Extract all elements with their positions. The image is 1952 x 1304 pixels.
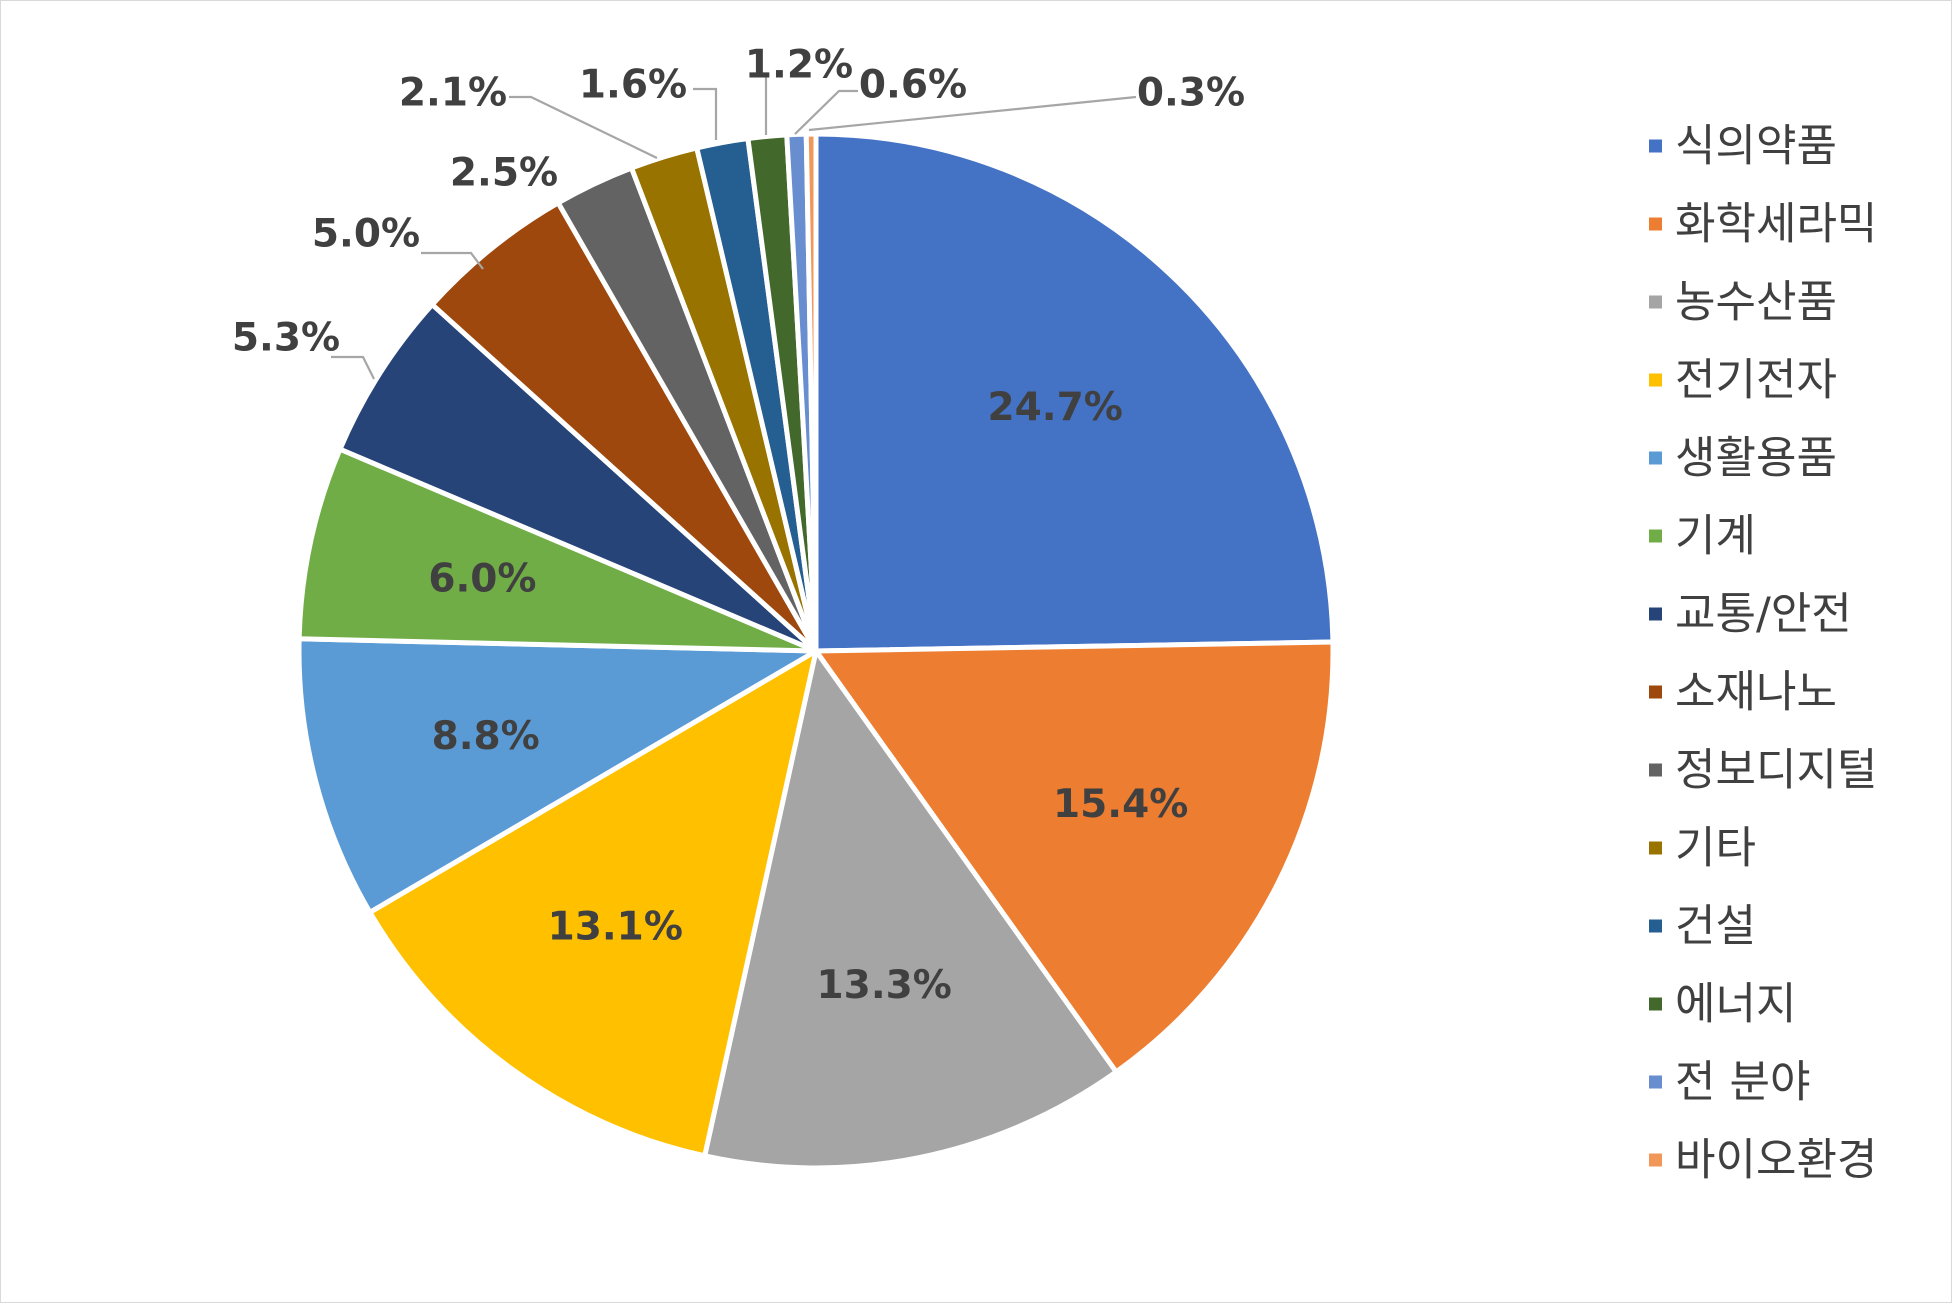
- legend-item: 정보디지털: [1649, 745, 1877, 796]
- legend-item: 기타: [1649, 823, 1756, 874]
- data-label: 15.4%: [1053, 782, 1188, 827]
- leader-line: [808, 95, 1137, 132]
- pie-slices: [296, 131, 1336, 1171]
- leader-line: [794, 89, 858, 135]
- data-label: 1.2%: [745, 43, 853, 88]
- legend-label: 생활용품: [1675, 433, 1837, 484]
- leader-line: [421, 251, 484, 270]
- legend-label: 농수산품: [1675, 277, 1837, 328]
- data-label: 5.0%: [312, 212, 420, 257]
- legend-label: 에너지: [1675, 979, 1796, 1030]
- legend-item: 소재나노: [1649, 667, 1837, 718]
- data-label: 13.1%: [548, 904, 683, 949]
- legend-swatch: [1649, 763, 1662, 777]
- legend-label: 기계: [1675, 511, 1756, 562]
- legend-item: 전기전자: [1649, 355, 1837, 406]
- legend-swatch: [1649, 919, 1662, 933]
- data-label: 5.3%: [232, 316, 340, 361]
- leader-lines: [331, 73, 1137, 380]
- legend-label: 정보디지털: [1675, 745, 1877, 796]
- legend-swatch: [1649, 685, 1662, 699]
- pie-slice: [296, 446, 819, 654]
- legend-label: 화학세라믹: [1675, 199, 1877, 250]
- data-label: 1.6%: [579, 63, 687, 108]
- pie-slice: [813, 131, 1336, 654]
- pie-slice: [296, 636, 819, 915]
- data-label: 13.3%: [817, 963, 952, 1008]
- pie-slice: [337, 302, 819, 654]
- leader-line: [693, 87, 718, 140]
- legend-swatch: [1649, 841, 1662, 855]
- pie-slice: [367, 648, 819, 1159]
- data-label: 24.7%: [988, 385, 1123, 430]
- legend-swatch: [1649, 217, 1662, 231]
- legend-swatch: [1649, 1075, 1662, 1089]
- legend-label: 전 분야: [1675, 1057, 1810, 1108]
- data-label: 0.6%: [859, 63, 967, 108]
- legend-swatch: [1649, 139, 1662, 153]
- legend-swatch: [1649, 451, 1662, 465]
- data-label: 2.1%: [399, 71, 507, 116]
- pie-slice: [813, 639, 1336, 1075]
- pie-slice: [702, 648, 1119, 1171]
- leader-line: [509, 95, 658, 159]
- legend-swatch: [1649, 607, 1662, 621]
- legend-item: 전 분야: [1649, 1057, 1810, 1108]
- legend-label: 전기전자: [1675, 355, 1837, 406]
- legend-item: 기계: [1649, 511, 1756, 562]
- legend-label: 교통/안전: [1675, 589, 1852, 640]
- legend-item: 식의약품: [1649, 121, 1837, 172]
- data-label: 8.8%: [432, 714, 540, 759]
- legend-item: 생활용품: [1649, 433, 1837, 484]
- legend-label: 건설: [1675, 901, 1756, 952]
- leader-line: [331, 355, 375, 380]
- legend-item: 농수산품: [1649, 277, 1837, 328]
- legend-swatch: [1649, 295, 1662, 309]
- legend-item: 교통/안전: [1649, 589, 1852, 640]
- data-label: 2.5%: [450, 151, 558, 196]
- pie-slice: [803, 131, 819, 654]
- legend-item: 건설: [1649, 901, 1756, 952]
- legend-swatch: [1649, 1153, 1662, 1167]
- data-label: 0.3%: [1137, 71, 1245, 116]
- legend-swatch: [1649, 373, 1662, 387]
- legend-item: 화학세라믹: [1649, 199, 1877, 250]
- data-labels: 24.7% 15.4% 13.3% 13.1% 8.8% 6.0% 5.3% 5.0% 2.5%…: [232, 43, 1245, 1008]
- legend-swatch: [1649, 997, 1662, 1011]
- legend-label: 바이오환경: [1675, 1135, 1877, 1186]
- data-label: 6.0%: [428, 557, 536, 602]
- legend-item: 에너지: [1649, 979, 1796, 1030]
- legend-label: 기타: [1675, 823, 1756, 874]
- legend-swatch: [1649, 529, 1662, 543]
- pie-slice: [429, 200, 819, 654]
- legend-label: 소재나노: [1675, 667, 1837, 718]
- legend: 식의약품화학세라믹농수산품전기전자생활용품기계교통/안전소재나노정보디지털기타건…: [1649, 121, 1877, 1186]
- legend-item: 바이오환경: [1649, 1135, 1877, 1186]
- legend-label: 식의약품: [1675, 121, 1837, 172]
